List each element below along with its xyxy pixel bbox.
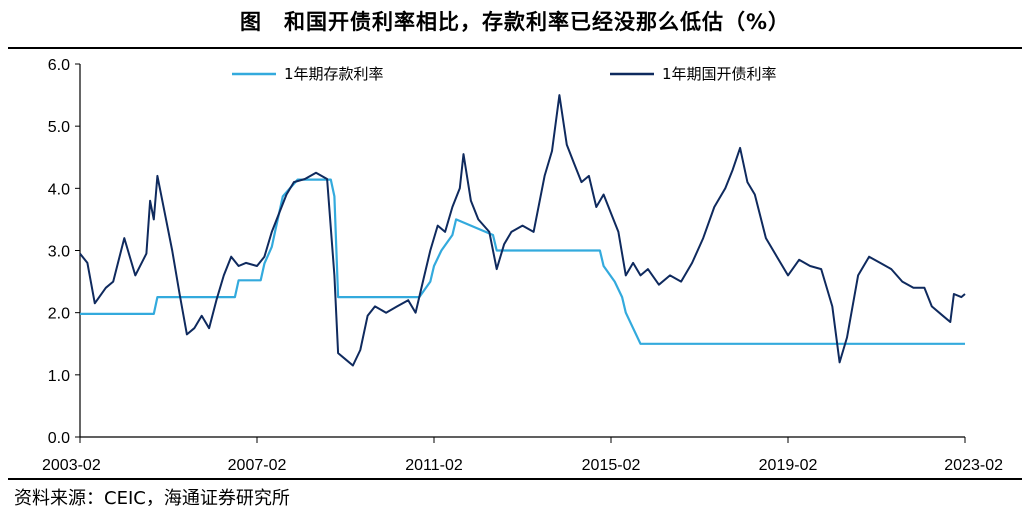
x-tick-label: 2011-02 <box>405 457 463 474</box>
y-tick-label: 2.0 <box>48 306 70 323</box>
legend-label-1: 1年期存款利率 <box>284 65 384 83</box>
series-layer <box>79 94 966 367</box>
title-rule <box>8 47 1022 49</box>
y-tick-label: 1.0 <box>48 368 70 385</box>
chart-title: 图 和国开债利率相比，存款利率已经没那么低估（%） <box>239 10 791 34</box>
y-tick-label: 3.0 <box>48 244 70 261</box>
y-tick-label: 0.0 <box>48 430 70 447</box>
x-tick-label: 2007-02 <box>228 457 287 474</box>
x-tick-label: 2019-02 <box>759 457 818 474</box>
legend-label-2: 1年期国开债利率 <box>662 65 777 83</box>
legend: 1年期存款利率 1年期国开债利率 <box>232 65 777 83</box>
x-tick-label: 2015-02 <box>582 457 641 474</box>
x-tick-label: 2023-02 <box>944 457 1003 474</box>
y-tick-label: 4.0 <box>48 181 70 198</box>
axes: 0.0 1.0 2.0 3.0 4.0 5.0 6.0 2003-02 2007-02 2011-… <box>42 57 1003 474</box>
source-note: 资料来源：CEIC，海通证券研究所 <box>14 488 290 509</box>
y-tick-label: 6.0 <box>48 57 70 74</box>
x-tick-label: 2003-02 <box>42 457 101 474</box>
series-line-1 <box>80 178 965 345</box>
y-tick-label: 5.0 <box>48 119 70 136</box>
source-rule <box>8 478 1022 480</box>
series-line-2 <box>79 94 966 367</box>
